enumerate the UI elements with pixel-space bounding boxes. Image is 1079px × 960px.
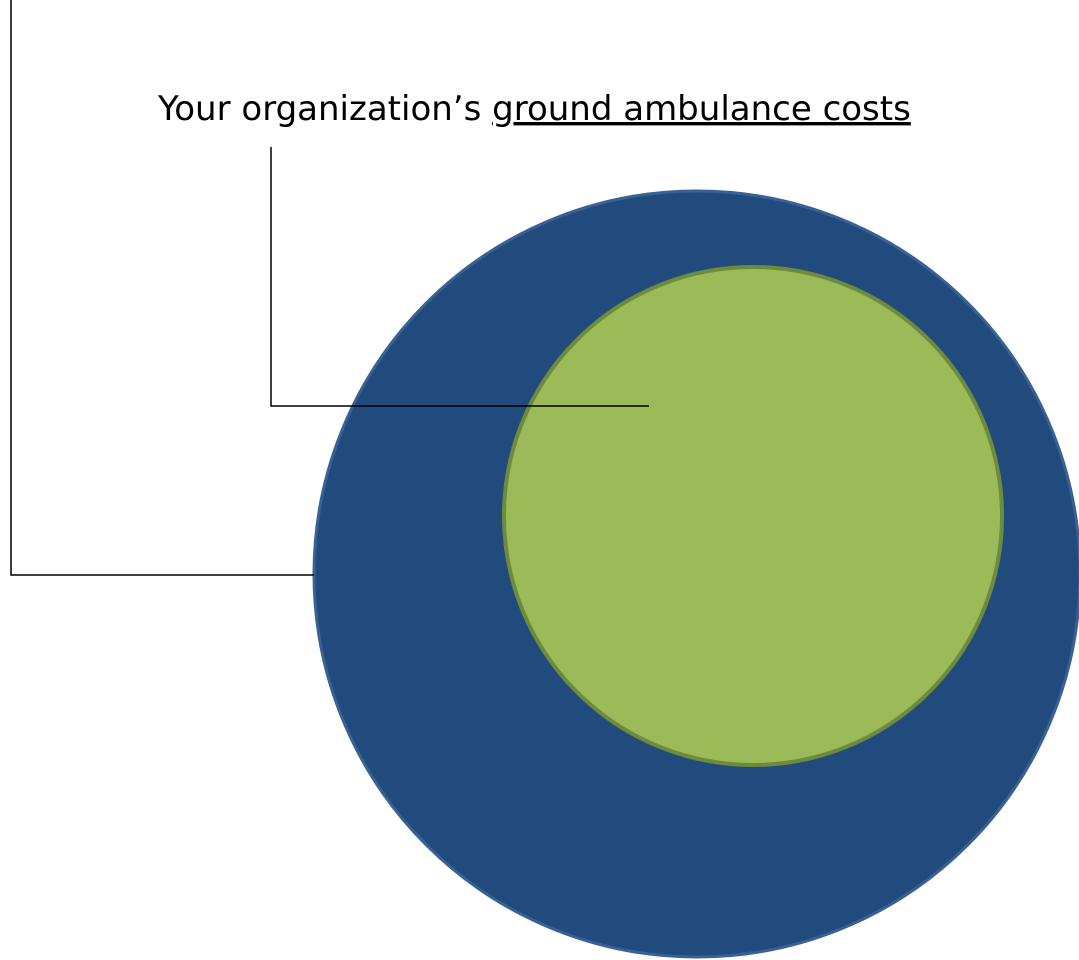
label-underlined: ground ambulance costs xyxy=(492,89,911,129)
ground-ambulance-costs-label: Your organization’s ground ambulance cos… xyxy=(157,89,911,129)
outer-circle-connector-line xyxy=(10,0,314,576)
inner-circle-connector-line xyxy=(270,147,649,407)
inner-circle xyxy=(502,265,1004,767)
label-prefix: Your organization’s xyxy=(157,89,492,129)
